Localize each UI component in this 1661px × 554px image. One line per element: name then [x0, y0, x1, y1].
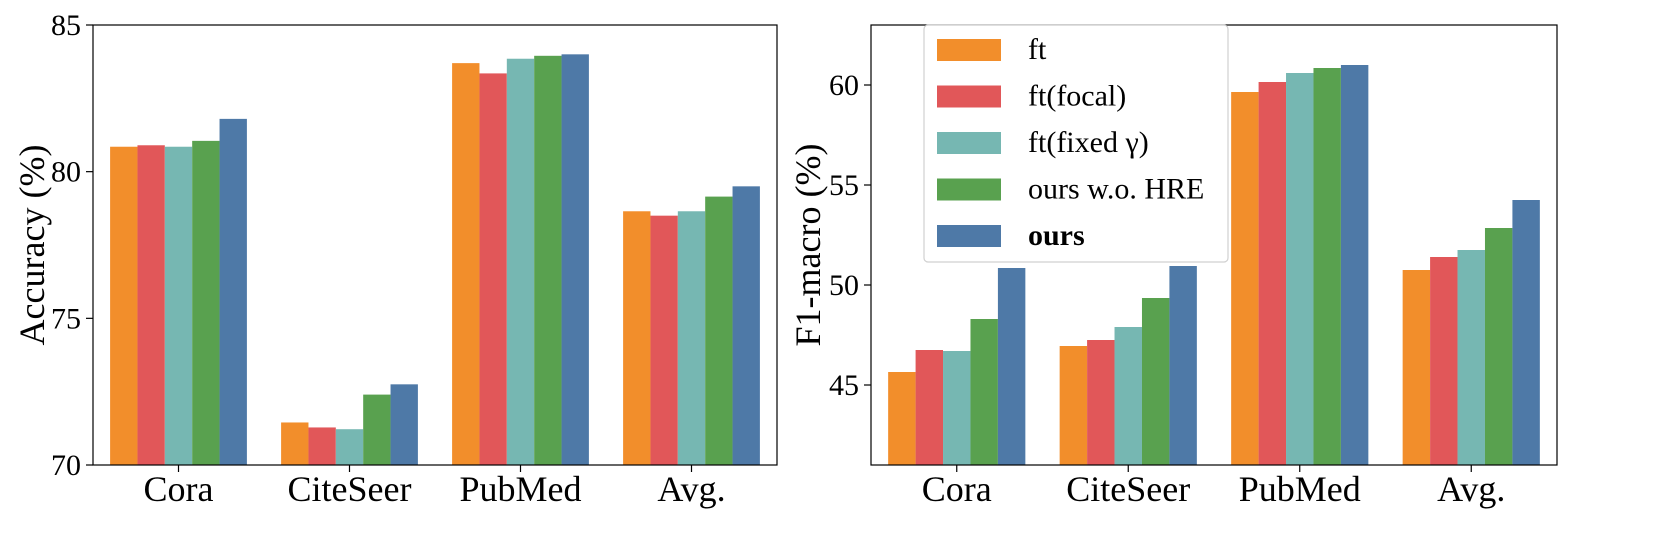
bar-ft-fixed--pubmed	[1286, 73, 1314, 465]
bar-ft-cora	[888, 372, 916, 465]
x-tick-label: Avg.	[657, 469, 725, 509]
legend-label: ft(focal)	[1028, 80, 1126, 113]
plot-frame	[92, 24, 778, 466]
bar-ours-cora	[219, 118, 247, 466]
y-tick-label: 60	[829, 69, 859, 102]
bar-ours-w-o-hre-pubmed	[534, 55, 562, 466]
legend-swatch	[937, 132, 1001, 154]
bar-ours-w-o-hre-cora	[970, 319, 998, 465]
bar-ours-w-o-hre-pubmed	[1313, 68, 1341, 465]
y-tick-label: 75	[51, 302, 81, 335]
legend-label: ours	[1028, 219, 1085, 252]
x-tick-label: Avg.	[1437, 469, 1505, 509]
bar-ours-citeseer	[390, 384, 418, 465]
bar-ours-avg	[732, 186, 760, 465]
legend-label: ft(fixed γ)	[1028, 126, 1149, 159]
bar-ft-focal--avg	[1430, 257, 1458, 465]
x-tick-label: CiteSeer	[288, 469, 412, 509]
bar-ours-pubmed	[561, 54, 589, 465]
bar-ft-pubmed	[452, 63, 480, 465]
bar-ours-cora	[997, 268, 1026, 465]
bar-ft-citeseer	[1059, 346, 1088, 465]
bar-ft-pubmed	[1231, 92, 1259, 465]
legend-swatch	[937, 85, 1001, 108]
bar-ft-focal--pubmed	[479, 73, 507, 466]
accuracy-chart-panel: 70 75 80 85 Cora CiteSeer PubMed Avg. Accuracy (…	[12, 9, 778, 509]
bar-ours-citeseer	[1169, 266, 1197, 465]
x-tick-label: PubMed	[459, 469, 581, 509]
legend-item: ft(fixed γ)	[937, 126, 1149, 159]
x-tick-label: Cora	[144, 469, 214, 509]
bar-ours-w-o-hre-citeseer	[363, 394, 391, 465]
bar-ft-cora	[110, 146, 138, 466]
bar-ours-w-o-hre-citeseer	[1141, 298, 1170, 465]
bar-ft-fixed--avg	[677, 211, 706, 465]
legend-label: ft	[1028, 33, 1047, 66]
bar-ft-focal--citeseer	[308, 427, 336, 465]
legend-swatch	[937, 178, 1001, 201]
bar-ft-fixed--avg	[1457, 250, 1485, 465]
legend-item: ours w.o. HRE	[937, 173, 1204, 206]
legend-item: ft(focal)	[937, 80, 1126, 113]
legend-label: ours w.o. HRE	[1028, 173, 1204, 206]
bar-ft-fixed--citeseer	[1114, 327, 1142, 465]
bar-ft-avg	[1402, 270, 1431, 465]
y-tick-label: 85	[51, 9, 81, 42]
y-axis-title: Accuracy (%)	[12, 145, 52, 346]
y-tick-label: 55	[829, 169, 859, 202]
legend-swatch	[937, 39, 1001, 61]
legend-item: ours	[937, 219, 1085, 252]
bar-ours-w-o-hre-avg	[1484, 228, 1513, 465]
bar-ours-pubmed	[1340, 65, 1369, 465]
bar-ft-focal--cora	[915, 350, 944, 465]
bar-ft-fixed--pubmed	[506, 58, 535, 465]
bar-ours-w-o-hre-cora	[192, 140, 220, 465]
legend-swatch	[937, 225, 1001, 247]
y-tick-label: 70	[51, 449, 81, 482]
legend-item: ft	[937, 33, 1047, 66]
bar-ft-focal--cora	[137, 145, 165, 465]
bar-ft-focal--avg	[650, 215, 678, 465]
bar-ft-fixed--citeseer	[335, 429, 364, 465]
f1-macro-chart-panel: 45 50 55 60 Cora CiteSeer PubMed Avg. F1-macro (…	[788, 24, 1558, 509]
legend-box	[923, 24, 1229, 263]
bar-ft-focal--citeseer	[1087, 340, 1115, 465]
bar-ft-focal--pubmed	[1258, 82, 1287, 465]
bar-ft-fixed--cora	[164, 146, 193, 466]
y-tick-label: 50	[829, 269, 859, 302]
y-axis-title: F1-macro (%)	[788, 144, 828, 347]
legend: ft ft(focal) ft(fixed γ) ours w.o. HRE ours	[923, 24, 1229, 263]
bar-ft-fixed--cora	[943, 351, 971, 465]
y-tick-label: 80	[51, 156, 81, 189]
x-tick-label: PubMed	[1239, 469, 1361, 509]
y-tick-label: 45	[829, 369, 859, 402]
bar-ours-avg	[1512, 200, 1540, 465]
x-tick-label: CiteSeer	[1066, 469, 1190, 509]
bar-ft-avg	[623, 211, 651, 465]
x-tick-label: Cora	[922, 469, 992, 509]
bar-ft-citeseer	[281, 422, 309, 465]
bar-ours-w-o-hre-avg	[705, 196, 733, 465]
